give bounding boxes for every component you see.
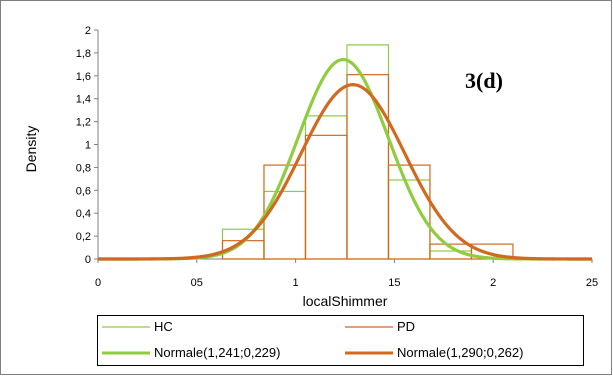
y-axis-title: Density [23,126,39,173]
x-tick-label: 2 [490,277,496,289]
y-tick-label: 1,4 [76,94,91,106]
legend-label-pd: PD [397,319,415,334]
y-tick-label: 0,2 [76,231,91,243]
y-tick-label: 1,6 [76,71,91,83]
x-tick-label: 0 [95,277,101,289]
x-tick-label: 1 [293,277,299,289]
legend-box [97,315,584,366]
y-tick-label: 2 [85,25,91,37]
y-tick-label: 0,6 [76,185,91,197]
normal-curve-pd [98,83,592,261]
panel-label: 3(d) [465,68,503,93]
y-tick-label: 0,8 [76,162,91,174]
x-axis-title: localShimmer [303,293,388,309]
legend-label-normal-hc: Normale(1,241;0,229) [154,345,280,360]
legend-label-normal-pd: Normale(1,290;0,262) [397,345,523,360]
x-tick-label: 25 [586,277,598,289]
legend: HC PD Normale(1,241;0,229) Normale(1,290… [97,315,584,366]
x-tick-label: 15 [388,277,400,289]
legend-label-hc: HC [154,319,173,334]
y-tick-label: 1,2 [76,117,91,129]
y-tick-label: 0,4 [76,208,91,220]
y-tick-label: 0 [85,254,91,266]
x-tick-label: 05 [191,277,203,289]
y-tick-label: 1,8 [76,48,91,60]
plot-area: 0 0,2 0,4 0,6 0,8 1 1,2 1,4 1,6 1,8 2 0 05 1 15 2 25 [76,25,598,289]
y-tick-label: 1 [85,140,91,152]
